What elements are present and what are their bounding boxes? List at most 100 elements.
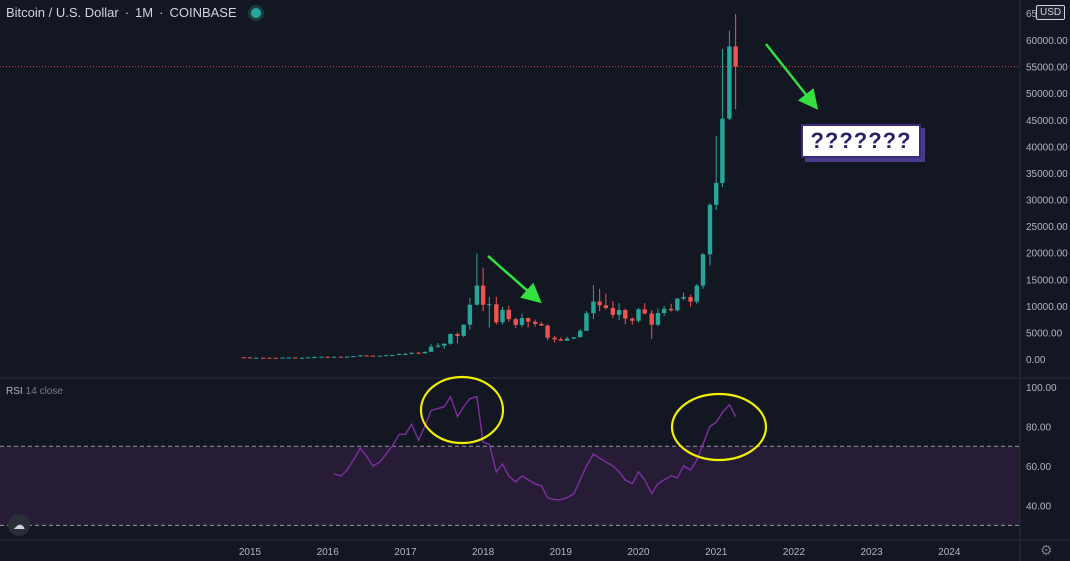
candle xyxy=(403,352,408,355)
rsi-tick-label: 80.00 xyxy=(1026,422,1051,433)
candle xyxy=(331,356,337,358)
price-tick-label: 60000.00 xyxy=(1026,36,1068,47)
candle xyxy=(319,356,324,358)
candle xyxy=(273,357,278,359)
candle xyxy=(306,357,311,359)
price-tick-label: 55000.00 xyxy=(1026,63,1068,74)
candle-body xyxy=(273,357,278,359)
candle xyxy=(286,357,292,359)
candle-body xyxy=(261,357,266,359)
candle-body xyxy=(344,356,350,358)
price-tick-label: 35000.00 xyxy=(1026,169,1068,180)
candle xyxy=(513,317,518,329)
candle xyxy=(461,324,466,338)
candle-body xyxy=(630,318,635,321)
candle-body xyxy=(578,330,583,338)
candle xyxy=(720,49,725,188)
candle xyxy=(267,357,272,359)
candle-body xyxy=(428,346,434,352)
candle-body xyxy=(435,345,441,347)
candle xyxy=(700,253,706,289)
candle xyxy=(241,357,246,359)
candle xyxy=(474,253,480,306)
candle xyxy=(500,306,505,325)
candle xyxy=(428,344,434,352)
candle-body xyxy=(442,343,447,346)
candle xyxy=(351,356,356,358)
candle xyxy=(435,343,441,348)
candle-body xyxy=(267,357,272,359)
price-tick-label: 25000.00 xyxy=(1026,222,1068,233)
candle xyxy=(636,307,641,323)
rsi-legend[interactable]: RSI 14 close xyxy=(6,386,63,397)
candle-body xyxy=(623,310,628,319)
candle xyxy=(396,353,402,356)
candle xyxy=(416,352,421,355)
candle-body xyxy=(525,318,531,322)
candle-body xyxy=(280,357,285,359)
candle-body xyxy=(448,334,453,344)
rsi-params: 14 close xyxy=(25,386,63,397)
candle-body xyxy=(377,355,382,357)
candle xyxy=(280,357,285,359)
candle xyxy=(261,357,266,359)
candle-body xyxy=(610,307,616,315)
price-tick-label: 45000.00 xyxy=(1026,116,1068,127)
candle xyxy=(325,356,330,358)
candle xyxy=(661,305,667,316)
candle xyxy=(377,355,382,357)
candle-body xyxy=(467,304,473,325)
price-tick-label: 50000.00 xyxy=(1026,89,1068,100)
candle-body xyxy=(558,339,563,341)
rsi-tick-label: 60.00 xyxy=(1026,462,1051,473)
candle xyxy=(532,319,538,327)
candle xyxy=(383,355,389,357)
currency-badge[interactable]: USD xyxy=(1036,5,1066,20)
candle-body xyxy=(403,353,408,355)
candle-body xyxy=(655,313,661,325)
candle xyxy=(506,305,511,322)
candle-body xyxy=(564,338,570,341)
candle-body xyxy=(513,319,518,325)
candle-body xyxy=(370,355,375,357)
candle-body xyxy=(364,355,369,357)
candle xyxy=(344,356,350,358)
candle-body xyxy=(338,356,344,358)
price-tick-label-partial: 65 xyxy=(1026,9,1038,20)
candle-body xyxy=(545,325,550,338)
candle-body xyxy=(681,297,686,299)
candle-body xyxy=(532,321,538,324)
candle-body xyxy=(254,357,259,359)
time-tick-label: 2017 xyxy=(394,547,417,558)
candle xyxy=(616,303,622,321)
candle xyxy=(694,284,699,304)
candle-body xyxy=(396,353,402,356)
candle xyxy=(364,355,369,357)
candle-body xyxy=(707,204,713,255)
candle-body xyxy=(358,355,363,357)
candle-body xyxy=(661,308,667,314)
gear-icon[interactable]: ⚙ xyxy=(1040,542,1053,558)
candle xyxy=(733,13,738,110)
tradingview-cloud-icon[interactable]: ☁ xyxy=(8,514,30,536)
candle-body xyxy=(422,351,428,354)
rsi-tick-label: 40.00 xyxy=(1026,502,1051,513)
candle xyxy=(370,355,375,357)
price-tick-label: 0.00 xyxy=(1026,355,1046,366)
candle-body xyxy=(474,285,480,305)
candle xyxy=(487,296,492,328)
candle-body xyxy=(694,285,699,302)
interval-label[interactable]: 1M xyxy=(135,5,154,20)
candle-body xyxy=(299,357,305,359)
candle xyxy=(558,337,563,341)
candle-body xyxy=(461,324,466,336)
candle xyxy=(591,285,596,320)
candle xyxy=(467,297,473,330)
candle-body xyxy=(306,357,311,359)
candle-body xyxy=(519,318,525,325)
candlestick-series xyxy=(241,13,738,359)
candle-body xyxy=(494,304,499,323)
candle xyxy=(525,317,531,328)
candle xyxy=(455,332,460,344)
